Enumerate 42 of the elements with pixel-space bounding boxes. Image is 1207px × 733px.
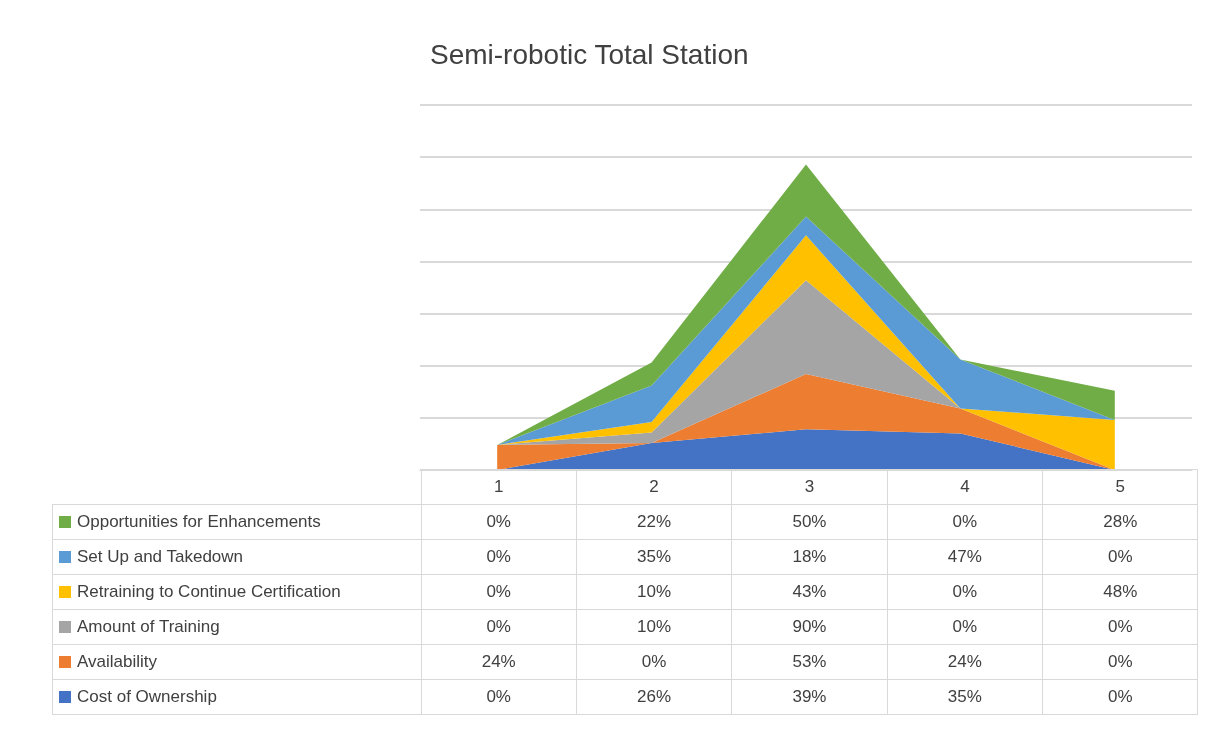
data-label: 0% — [421, 574, 577, 610]
data-label: 10% — [576, 609, 732, 645]
data-label: 0% — [1042, 609, 1198, 645]
x-tick-label: 2 — [576, 469, 732, 505]
data-label: 0% — [421, 679, 577, 715]
data-label: 35% — [887, 679, 1043, 715]
data-label: 0% — [421, 609, 577, 645]
data-label: 53% — [731, 644, 888, 680]
data-label: 0% — [576, 644, 732, 680]
legend-label: Amount of Training — [52, 609, 421, 645]
data-label: 0% — [887, 504, 1043, 540]
data-label: 0% — [1042, 644, 1198, 680]
legend-label: Availability — [52, 644, 421, 680]
data-label: 0% — [887, 609, 1043, 645]
legend-label: Cost of Ownership — [52, 679, 421, 715]
data-label: 50% — [731, 504, 888, 540]
legend-label: Set Up and Takedown — [52, 539, 421, 575]
data-label: 0% — [887, 574, 1043, 610]
data-label: 18% — [731, 539, 888, 575]
data-label: 35% — [576, 539, 732, 575]
data-label: 10% — [576, 574, 732, 610]
data-label: 0% — [1042, 679, 1198, 715]
data-label: 22% — [576, 504, 732, 540]
data-label: 90% — [731, 609, 888, 645]
data-label: 28% — [1042, 504, 1198, 540]
data-label: 43% — [731, 574, 888, 610]
data-label: 47% — [887, 539, 1043, 575]
x-tick-label: 4 — [887, 469, 1043, 505]
data-label: 39% — [731, 679, 888, 715]
data-label: 26% — [576, 679, 732, 715]
x-tick-label: 5 — [1042, 469, 1198, 505]
x-tick-label: 1 — [421, 469, 577, 505]
data-label: 0% — [421, 539, 577, 575]
data-label: 0% — [421, 504, 577, 540]
data-label: 0% — [1042, 539, 1198, 575]
chart-title: Semi-robotic Total Station — [430, 38, 749, 70]
data-label: 24% — [887, 644, 1043, 680]
legend-label: Opportunities for Enhancements — [52, 504, 421, 540]
x-tick-label: 3 — [731, 469, 888, 505]
data-label: 48% — [1042, 574, 1198, 610]
legend-label: Retraining to Continue Certification — [52, 574, 421, 610]
data-label: 24% — [421, 644, 577, 680]
